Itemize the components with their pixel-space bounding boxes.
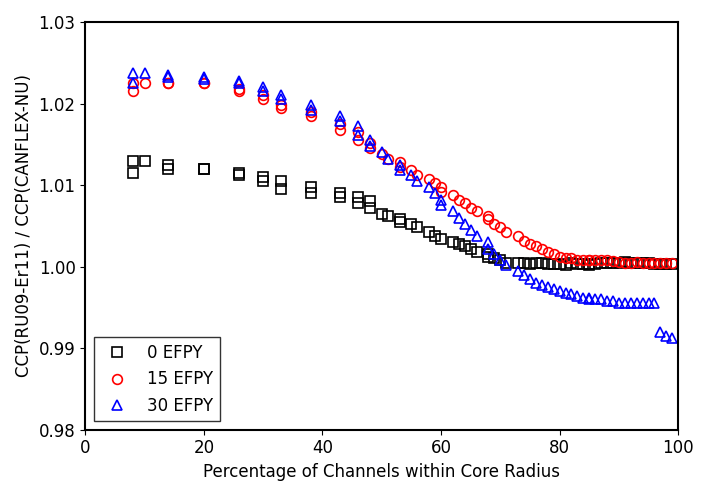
Line: 15 EFPY: 15 EFPY bbox=[128, 78, 677, 268]
Y-axis label: CCP(RU09-Er11) / CCP(CANFLEX-NU): CCP(RU09-Er11) / CCP(CANFLEX-NU) bbox=[15, 74, 33, 377]
15 EFPY bbox=[277, 105, 285, 111]
30 EFPY bbox=[128, 80, 137, 86]
15 EFPY bbox=[128, 80, 137, 86]
15 EFPY bbox=[502, 230, 510, 236]
Line: 0 EFPY: 0 EFPY bbox=[128, 156, 677, 270]
15 EFPY bbox=[306, 113, 315, 119]
0 EFPY bbox=[668, 261, 676, 267]
30 EFPY bbox=[662, 333, 671, 339]
15 EFPY bbox=[200, 80, 208, 86]
0 EFPY bbox=[128, 158, 137, 164]
30 EFPY bbox=[502, 262, 510, 268]
30 EFPY bbox=[395, 162, 403, 168]
0 EFPY bbox=[562, 262, 570, 268]
0 EFPY bbox=[128, 170, 137, 176]
30 EFPY bbox=[306, 107, 315, 113]
15 EFPY bbox=[585, 257, 593, 263]
0 EFPY bbox=[638, 260, 647, 266]
30 EFPY bbox=[668, 335, 676, 341]
X-axis label: Percentage of Channels within Core Radius: Percentage of Channels within Core Radiu… bbox=[203, 463, 560, 481]
30 EFPY bbox=[128, 69, 137, 75]
Line: 30 EFPY: 30 EFPY bbox=[128, 67, 677, 343]
15 EFPY bbox=[656, 260, 664, 266]
0 EFPY bbox=[644, 259, 653, 265]
0 EFPY bbox=[632, 259, 641, 265]
15 EFPY bbox=[668, 260, 676, 266]
30 EFPY bbox=[395, 168, 403, 174]
Legend: 0 EFPY, 15 EFPY, 30 EFPY: 0 EFPY, 15 EFPY, 30 EFPY bbox=[94, 337, 220, 422]
0 EFPY bbox=[597, 259, 605, 265]
15 EFPY bbox=[128, 88, 137, 94]
0 EFPY bbox=[549, 261, 558, 267]
30 EFPY bbox=[200, 76, 208, 82]
0 EFPY bbox=[573, 261, 581, 267]
15 EFPY bbox=[662, 260, 671, 266]
